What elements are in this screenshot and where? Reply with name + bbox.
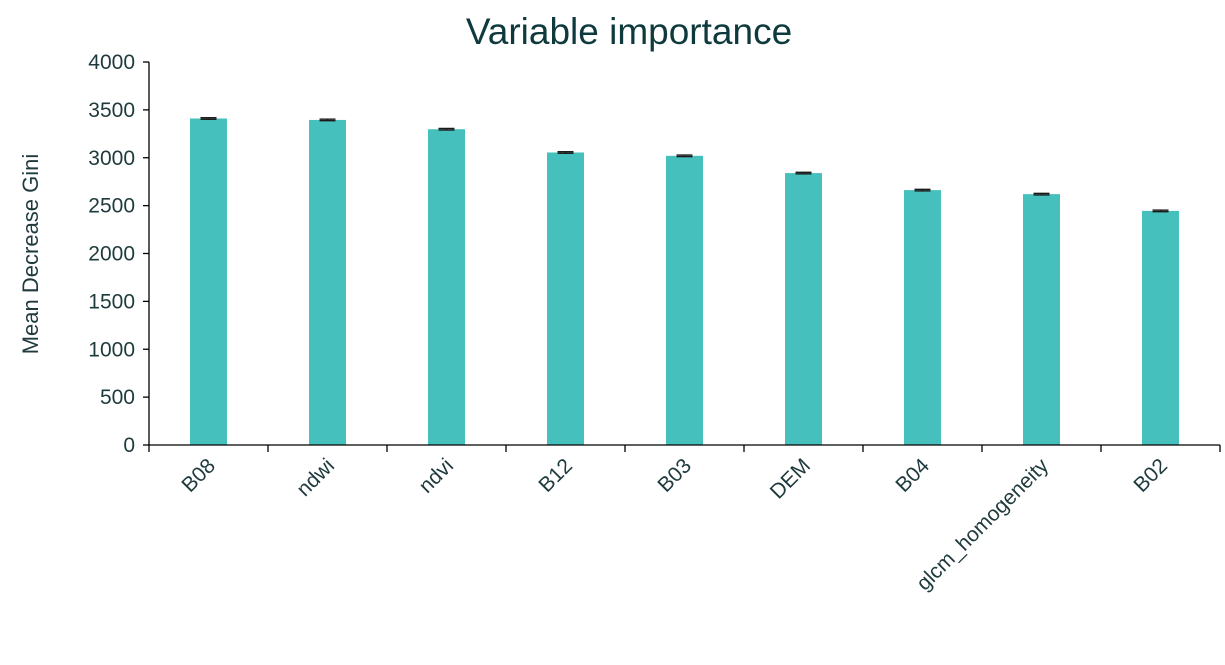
- axis-lines: [148, 62, 1220, 446]
- x-tick-label: B08: [177, 454, 220, 497]
- bar-B08: [190, 118, 227, 446]
- x-tick-label: ndvi: [415, 454, 459, 498]
- y-tick-label: 500: [100, 386, 135, 409]
- x-tick-label: ndwi: [292, 454, 339, 501]
- bar-glcm_homogeneity: [1023, 194, 1060, 445]
- bar-DEM: [785, 173, 822, 445]
- y-tick-label: 2000: [88, 243, 135, 266]
- chart-title: Variable importance: [466, 11, 792, 52]
- error-bars: [200, 117, 1169, 213]
- x-tick-label: B03: [653, 454, 696, 497]
- y-axis: 0 500 1000 1500 2000 2500 3000 3500 4000: [88, 51, 149, 457]
- y-tick-label: 4000: [88, 51, 135, 74]
- bar-ndwi: [309, 119, 346, 446]
- y-tick-label: 1500: [88, 290, 135, 313]
- bar-B04: [904, 190, 941, 445]
- y-tick-label: 0: [123, 434, 135, 457]
- x-tick-label: B12: [534, 454, 577, 497]
- x-tick-label: B04: [891, 454, 934, 497]
- x-tick-label: B02: [1129, 454, 1172, 497]
- y-tick-label: 1000: [88, 338, 135, 361]
- x-tick-label: DEM: [766, 454, 815, 503]
- y-axis-title: Mean Decrease Gini: [18, 154, 43, 355]
- y-tick-label: 3000: [88, 147, 135, 170]
- bar-series: [190, 118, 1179, 446]
- x-tick-label: glcm_homogeneity: [912, 454, 1053, 595]
- bar-B12: [547, 152, 584, 445]
- y-tick-label: 3500: [88, 99, 135, 122]
- bar-ndvi: [428, 129, 465, 446]
- y-tick-label: 2500: [88, 195, 135, 218]
- bar-B03: [666, 155, 703, 445]
- bar-B02: [1142, 210, 1179, 445]
